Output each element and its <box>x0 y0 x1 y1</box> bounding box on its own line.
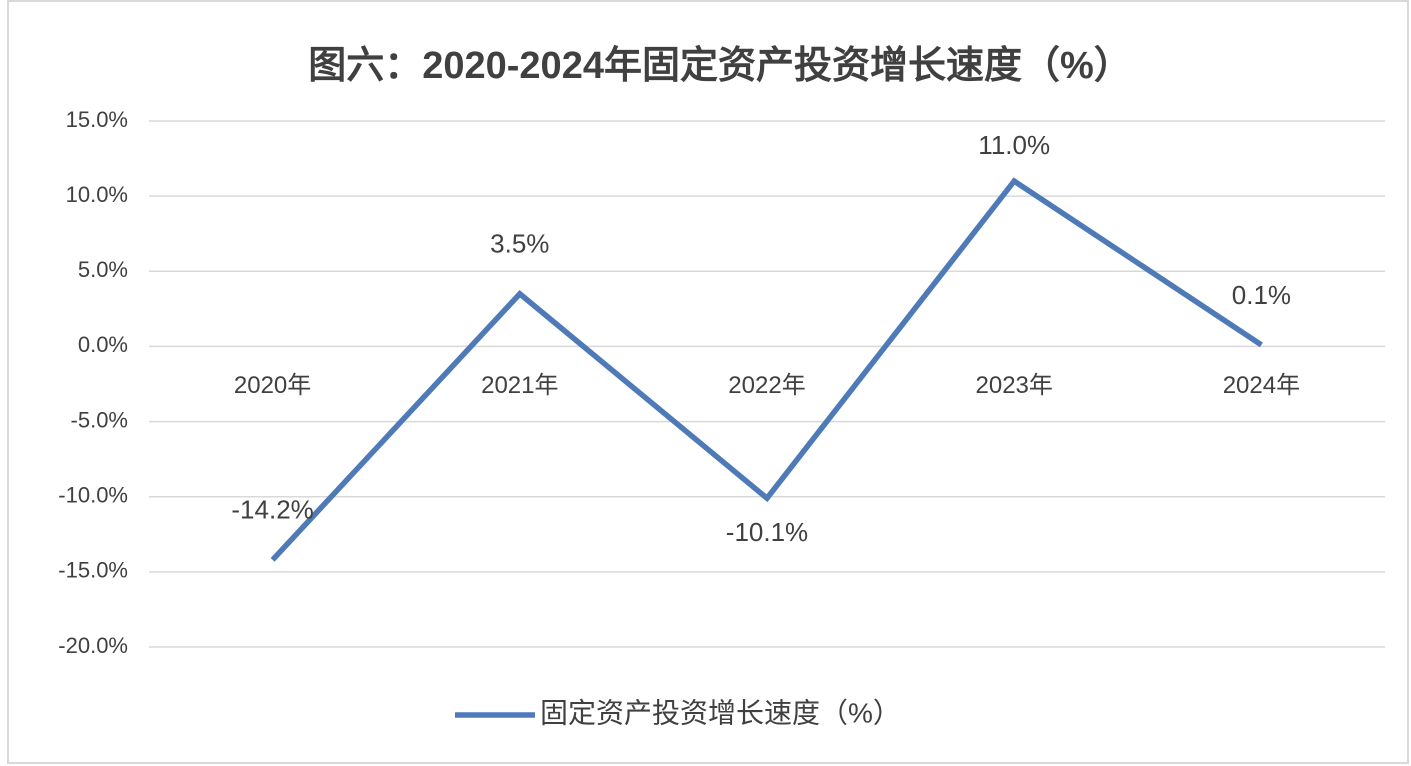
data-label: -10.1% <box>726 517 808 547</box>
data-label: -14.2% <box>231 495 313 525</box>
data-line <box>270 177 1263 562</box>
y-tick-label: 10.0% <box>66 182 128 207</box>
legend-label: 固定资产投资增长速度（%） <box>540 697 901 728</box>
data-label: 0.1% <box>1232 280 1291 310</box>
chart-frame <box>7 0 1409 764</box>
y-tick-label: 0.0% <box>78 332 128 357</box>
y-tick-label: -10.0% <box>58 483 128 508</box>
x-tick-label: 2024年 <box>1223 372 1300 399</box>
data-label: 3.5% <box>490 229 549 259</box>
y-tick-label: 15.0% <box>66 107 128 132</box>
x-tick-label: 2022年 <box>728 372 805 399</box>
y-tick-label: 5.0% <box>78 257 128 282</box>
y-tick-label: -20.0% <box>58 633 128 658</box>
x-tick-label: 2021年 <box>481 372 558 399</box>
chart-title: 图六：2020-2024年固定资产投资增长速度（%） <box>308 45 1132 87</box>
y-tick-label: -15.0% <box>58 558 128 583</box>
x-tick-label: 2023年 <box>976 372 1053 399</box>
data-label: 11.0% <box>978 130 1050 160</box>
x-tick-label: 2020年 <box>234 372 311 399</box>
y-tick-label: -5.0% <box>71 407 128 432</box>
